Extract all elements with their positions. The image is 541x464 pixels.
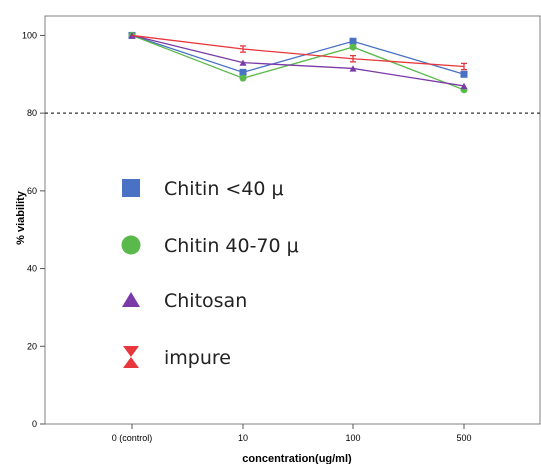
legend-marker-square xyxy=(122,179,140,197)
y-tick-label: 60 xyxy=(27,186,37,196)
legend-label: impure xyxy=(164,347,231,369)
legend-marker-errorbar xyxy=(123,346,139,368)
series-line xyxy=(131,34,465,68)
series-line xyxy=(131,34,465,75)
data-point xyxy=(460,82,468,90)
x-tick-label: 100 xyxy=(345,433,360,443)
data-point xyxy=(239,68,247,76)
y-tick-label: 20 xyxy=(27,341,37,351)
data-point xyxy=(349,65,357,72)
data-point xyxy=(239,74,247,82)
legend-marker-errorbar-bottom xyxy=(123,357,139,368)
y-tick-label: 40 xyxy=(27,264,37,274)
data-point xyxy=(460,70,468,78)
plot-frame xyxy=(44,15,541,425)
data-point xyxy=(349,37,357,45)
series-3 xyxy=(131,34,467,71)
legend-marker-triangle xyxy=(122,292,140,307)
x-tick-label: 500 xyxy=(456,433,471,443)
legend-label: Chitin 40-70 μ xyxy=(164,235,299,257)
legend-marker-circle xyxy=(121,235,141,255)
y-axis-title: % viability xyxy=(15,190,27,245)
x-axis-title: concentration(ug/ml) xyxy=(242,453,352,464)
y-tick-label: 100 xyxy=(22,30,37,40)
legend-label: Chitin <40 μ xyxy=(164,178,284,200)
x-tick-label: 0 (control) xyxy=(112,433,153,443)
x-tick-label: 10 xyxy=(238,433,248,443)
legend-marker-errorbar-top xyxy=(123,346,139,357)
series-line xyxy=(131,34,465,87)
y-tick-label: 80 xyxy=(27,108,37,118)
series-line xyxy=(131,34,465,91)
data-point xyxy=(349,43,357,51)
data-point xyxy=(239,59,247,66)
legend-label: Chitosan xyxy=(164,290,247,312)
y-tick-label: 0 xyxy=(32,419,37,429)
